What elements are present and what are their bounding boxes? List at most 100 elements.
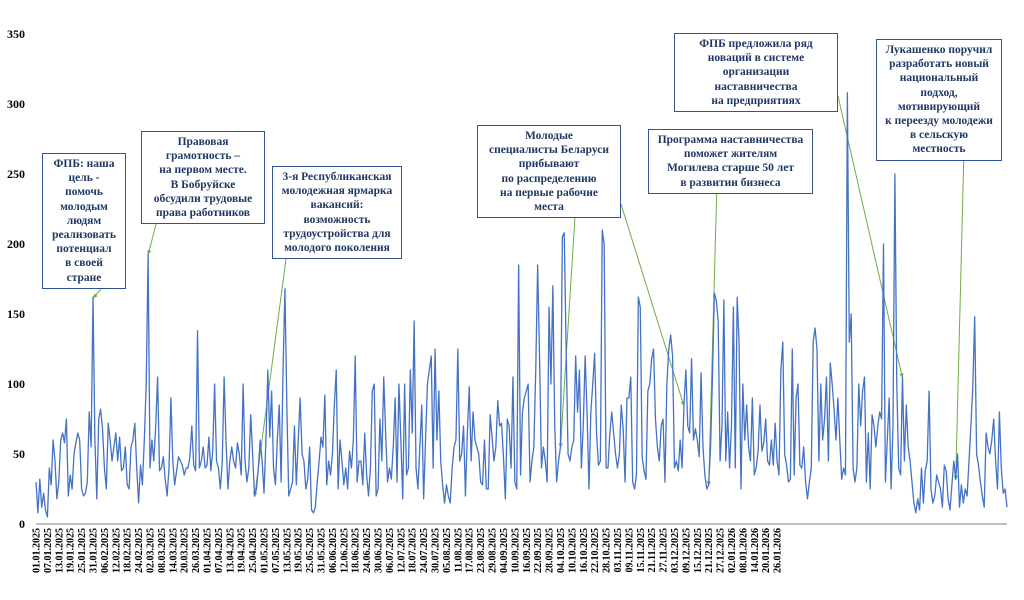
- annotation-line: по распределению: [501, 172, 597, 185]
- x-tick-label: 18.06.2025: [351, 528, 362, 573]
- x-tick-label: 18.07.2025: [408, 528, 419, 573]
- annotation-leader: [620, 203, 685, 407]
- annotation-line: трудоустройства для: [283, 227, 391, 240]
- x-tick-label: 14.01.2026: [750, 528, 761, 573]
- annotation-line: обсудили трудовые: [153, 192, 253, 205]
- x-tick-label: 19.04.2025: [237, 528, 248, 573]
- annotation-line: подход,: [920, 86, 958, 99]
- x-tick-label: 05.08.2025: [442, 528, 453, 573]
- annotation-line: молодого поколения: [284, 242, 390, 255]
- annotation-line: на предприятиях: [711, 94, 801, 107]
- x-tick-label: 12.07.2025: [396, 528, 407, 573]
- annotation-line: специалисты Беларуси: [489, 144, 609, 157]
- annotation-line: Программа наставничества: [657, 134, 804, 146]
- x-tick-label: 06.02.2025: [100, 528, 111, 573]
- x-tick-label: 08.03.2025: [157, 528, 168, 573]
- x-tick-label: 20.03.2025: [180, 528, 191, 573]
- annotation-line: 3-я Республиканская: [282, 171, 392, 183]
- x-tick-label: 12.06.2025: [339, 528, 350, 573]
- annotation-line: разработать новый: [889, 58, 989, 71]
- annotation-leader: [837, 96, 903, 379]
- annotation-line: молодым: [60, 200, 108, 213]
- annotation-fpb-innovations: ФПБ предложила ряд новаций в системе орг…: [674, 33, 838, 113]
- x-tick-label: 19.01.2025: [66, 528, 77, 573]
- x-tick-label: 13.01.2025: [54, 528, 65, 573]
- x-tick-label: 16.10.2025: [579, 528, 590, 573]
- x-tick-label: 01.01.2025: [32, 528, 43, 573]
- x-tick-label: 16.09.2025: [522, 528, 533, 573]
- annotation-line: в развитии бизнеса: [680, 176, 781, 189]
- annotation-arrowhead: [93, 293, 98, 299]
- x-tick-label: 10.10.2025: [567, 528, 578, 573]
- x-tick-label: 02.01.2026: [727, 528, 738, 573]
- x-tick-label: 01.04.2025: [203, 528, 214, 573]
- annotation-line: национальный: [899, 72, 979, 85]
- x-tick-labels: 01.01.2025 07.01.2025 13.01.2025 19.01.2025…: [32, 528, 784, 573]
- x-tick-label: 13.04.2025: [225, 528, 236, 573]
- x-tick-label: 03.12.2025: [670, 528, 681, 573]
- x-tick-label: 25.01.2025: [77, 528, 88, 573]
- x-tick-label: 07.04.2025: [214, 528, 225, 573]
- annotation-line: ФПБ: наша: [53, 158, 115, 170]
- annotation-line: Лукашенко поручил: [885, 44, 993, 56]
- y-tick-label: 0: [19, 517, 25, 531]
- x-tick-label: 21.12.2025: [704, 528, 715, 573]
- x-tick-label: 20.01.2026: [761, 528, 772, 573]
- x-tick-label: 23.08.2025: [476, 528, 487, 573]
- annotation-line: в своей стране: [65, 257, 103, 284]
- annotation-line: новаций в системе: [707, 52, 805, 65]
- x-tick-label: 25.04.2025: [248, 528, 259, 573]
- annotation-leader: [254, 258, 287, 498]
- x-tick-label: 31.05.2025: [317, 528, 328, 573]
- x-tick-label: 31.01.2025: [89, 528, 100, 573]
- x-tick-label: 28.10.2025: [602, 528, 613, 573]
- x-tick-label: 08.01.2026: [738, 528, 749, 573]
- x-tick-label: 09.12.2025: [681, 528, 692, 573]
- x-tick-label: 06.07.2025: [385, 528, 396, 573]
- y-tick-label: 200: [7, 237, 25, 251]
- x-tick-label: 17.08.2025: [465, 528, 476, 573]
- x-tick-label: 28.09.2025: [545, 528, 556, 573]
- annotation-line: на первые рабочие места: [500, 186, 598, 214]
- annotation-young-specialists: Молодые специалисты Беларуси прибывают п…: [477, 125, 621, 219]
- x-tick-label: 24.07.2025: [419, 528, 430, 573]
- annotation-line: грамотность –: [165, 150, 241, 163]
- x-tick-label: 01.05.2025: [260, 528, 271, 573]
- annotation-line: мотивирующий: [897, 100, 981, 113]
- x-tick-label: 18.02.2025: [123, 528, 134, 573]
- annotation-fpb-youth: ФПБ: наша цель - помочь молодым людям ре…: [42, 153, 126, 289]
- y-tick-label: 250: [7, 167, 25, 181]
- x-tick-label: 19.05.2025: [294, 528, 305, 573]
- x-tick-label: 04.09.2025: [499, 528, 510, 573]
- series-line: [35, 92, 1008, 518]
- annotation-job-fair: 3-я Республиканская молодежная ярмарка в…: [272, 166, 402, 260]
- y-tick-label: 50: [13, 447, 25, 461]
- annotation-legal-literacy: Правовая грамотность – на первом месте. …: [141, 131, 265, 225]
- annotation-line: молодежная ярмарка: [281, 185, 393, 198]
- y-axis: 0 50 100 150 200 250 300 350: [7, 27, 25, 531]
- annotation-line: прибывают: [518, 158, 580, 171]
- annotation-line: организации наставничества: [714, 66, 798, 93]
- x-tick-label: 30.07.2025: [431, 528, 442, 573]
- annotation-line: вакансий: возможность: [303, 199, 371, 226]
- x-tick-label: 07.01.2025: [43, 528, 54, 573]
- x-tick-label: 22.10.2025: [590, 528, 601, 573]
- y-tick-label: 350: [7, 27, 25, 41]
- annotation-line: ФПБ предложила ряд: [699, 38, 813, 50]
- annotation-line: в сельскую местность: [909, 129, 969, 156]
- x-tick-label: 13.05.2025: [282, 528, 293, 573]
- x-tick-label: 27.11.2025: [659, 528, 670, 572]
- x-tick-label: 02.03.2025: [146, 528, 157, 573]
- annotation-line: Правовая: [177, 136, 229, 148]
- y-tick-label: 300: [7, 97, 25, 111]
- x-tick-label: 27.12.2025: [716, 528, 727, 573]
- x-tick-label: 11.08.2025: [453, 528, 464, 572]
- annotation-lukashenko: Лукашенко поручил разработать новый наци…: [876, 39, 1002, 161]
- x-tick-label: 15.11.2025: [636, 528, 647, 572]
- x-tick-label: 26.01.2026: [773, 528, 784, 573]
- x-tick-label: 09.11.2025: [624, 528, 635, 572]
- x-tick-label: 21.11.2025: [647, 528, 658, 572]
- x-tick-label: 12.02.2025: [111, 528, 122, 573]
- x-tick-label: 15.12.2025: [693, 528, 704, 573]
